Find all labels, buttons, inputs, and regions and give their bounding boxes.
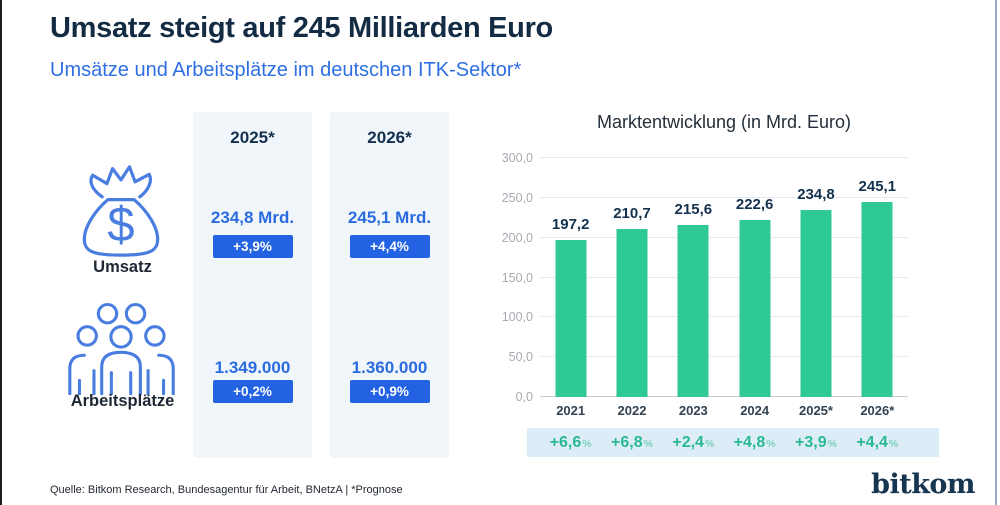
umsatz-change-badge-2026: +4,4%: [349, 235, 430, 258]
money-bag-icon: $: [82, 165, 160, 257]
gridline: [540, 157, 908, 158]
growth-percentage: +4,4%: [856, 433, 899, 451]
left-edge-line: [0, 0, 2, 505]
bar-value-label: 222,6: [735, 195, 774, 213]
chart-y-axis: 0,0 50,0 100,0 150,0 200,0 250,0 300,0: [486, 151, 533, 404]
x-tick-label: 2024: [740, 403, 770, 418]
bar-value-label: 210,7: [613, 205, 651, 223]
column-card-2025: 2025* 234,8 Mrd. +3,9% 1.349.000 +0,2%: [193, 112, 312, 458]
bar: [861, 201, 893, 397]
gridline: [540, 356, 908, 358]
bar: [555, 239, 587, 397]
bar: [800, 209, 832, 397]
gridline: [540, 396, 908, 397]
growth-percentages-strip: +6,6% +6,8% +2,4% +4,8% +3,9% +4,4%: [527, 428, 939, 457]
bitkom-logo: bitkom: [871, 469, 975, 500]
x-tick-label: 2021: [556, 403, 586, 418]
page-title: Umsatz steigt auf 245 Milliarden Euro: [50, 12, 553, 44]
x-tick-label: 2022: [617, 403, 647, 418]
growth-percentage: +4,8%: [733, 433, 776, 451]
jobs-row-label: Arbeitsplätze: [70, 392, 175, 410]
bar-value-label: 215,6: [674, 201, 713, 219]
bar-value-label: 245,1: [858, 177, 897, 195]
y-tick-label: 150,0: [501, 270, 533, 285]
chart-x-axis: 2021 2022 2023 2024 2025* 2026*: [540, 403, 908, 418]
bar-slot: 222,6: [724, 158, 785, 397]
growth-percentage: +6,8%: [611, 433, 653, 451]
bar-slot: 210,7: [601, 158, 662, 397]
y-tick-label: 200,0: [501, 230, 533, 245]
source-note: Quelle: Bitkom Research, Bundesagentur f…: [50, 484, 403, 496]
bar: [616, 229, 648, 397]
svg-text:$: $: [107, 198, 134, 252]
growth-percentage: +3,9%: [795, 433, 837, 451]
bar-value-label: 197,2: [551, 215, 590, 233]
gridline: [540, 276, 908, 278]
gridline: [540, 196, 908, 198]
growth-percentage: +6,6%: [549, 433, 592, 451]
column-year-label: 2025*: [230, 128, 275, 147]
y-tick-label: 250,0: [501, 190, 533, 205]
column-card-2026: 2026* 245,1 Mrd. +4,4% 1.360.000 +0,9%: [330, 112, 449, 458]
y-tick-label: 50,0: [508, 350, 533, 365]
umsatz-value-2026: 245,1 Mrd.: [347, 208, 432, 227]
chart-title: Marktentwicklung (in Mrd. Euro): [596, 112, 852, 132]
bar-value-label: 234,8: [797, 185, 835, 203]
y-tick-label: 0,0: [515, 390, 533, 404]
bar: [739, 219, 771, 397]
jobs-value-2026: 1.360.000: [351, 358, 428, 377]
jobs-change-badge-2026: +0,9%: [349, 380, 430, 403]
bar-slot: 215,6: [663, 158, 724, 397]
y-tick-label: 300,0: [501, 151, 533, 165]
x-tick-label: 2026*: [860, 403, 895, 418]
gridline: [540, 316, 908, 318]
x-tick-label: 2025*: [798, 403, 833, 418]
growth-percentage: +2,4%: [672, 433, 715, 451]
chart-bars: 197,2 210,7 215,6 222,6 234,8 245,1: [540, 158, 908, 397]
bar-slot: 234,8: [785, 158, 846, 397]
y-tick-label: 100,0: [501, 310, 533, 325]
column-year-label: 2026*: [367, 128, 412, 147]
gridline: [540, 236, 908, 238]
page-subtitle: Umsätze und Arbeitsplätze im deutschen I…: [50, 59, 522, 81]
right-edge-line: [995, 0, 997, 505]
umsatz-change-badge-2025: +3,9%: [212, 235, 293, 258]
jobs-change-badge-2025: +0,2%: [212, 380, 293, 403]
bar: [677, 225, 709, 397]
people-group-icon: [68, 302, 175, 395]
bar-slot: 245,1: [847, 158, 908, 397]
x-tick-label: 2023: [678, 403, 708, 418]
umsatz-row-label: Umsatz: [93, 258, 152, 276]
jobs-value-2025: 1.349.000: [214, 358, 291, 377]
umsatz-value-2025: 234,8 Mrd.: [210, 208, 295, 227]
bar-slot: 197,2: [540, 158, 601, 397]
chart-plot: 197,2 210,7 215,6 222,6 234,8 245,1: [540, 157, 908, 397]
